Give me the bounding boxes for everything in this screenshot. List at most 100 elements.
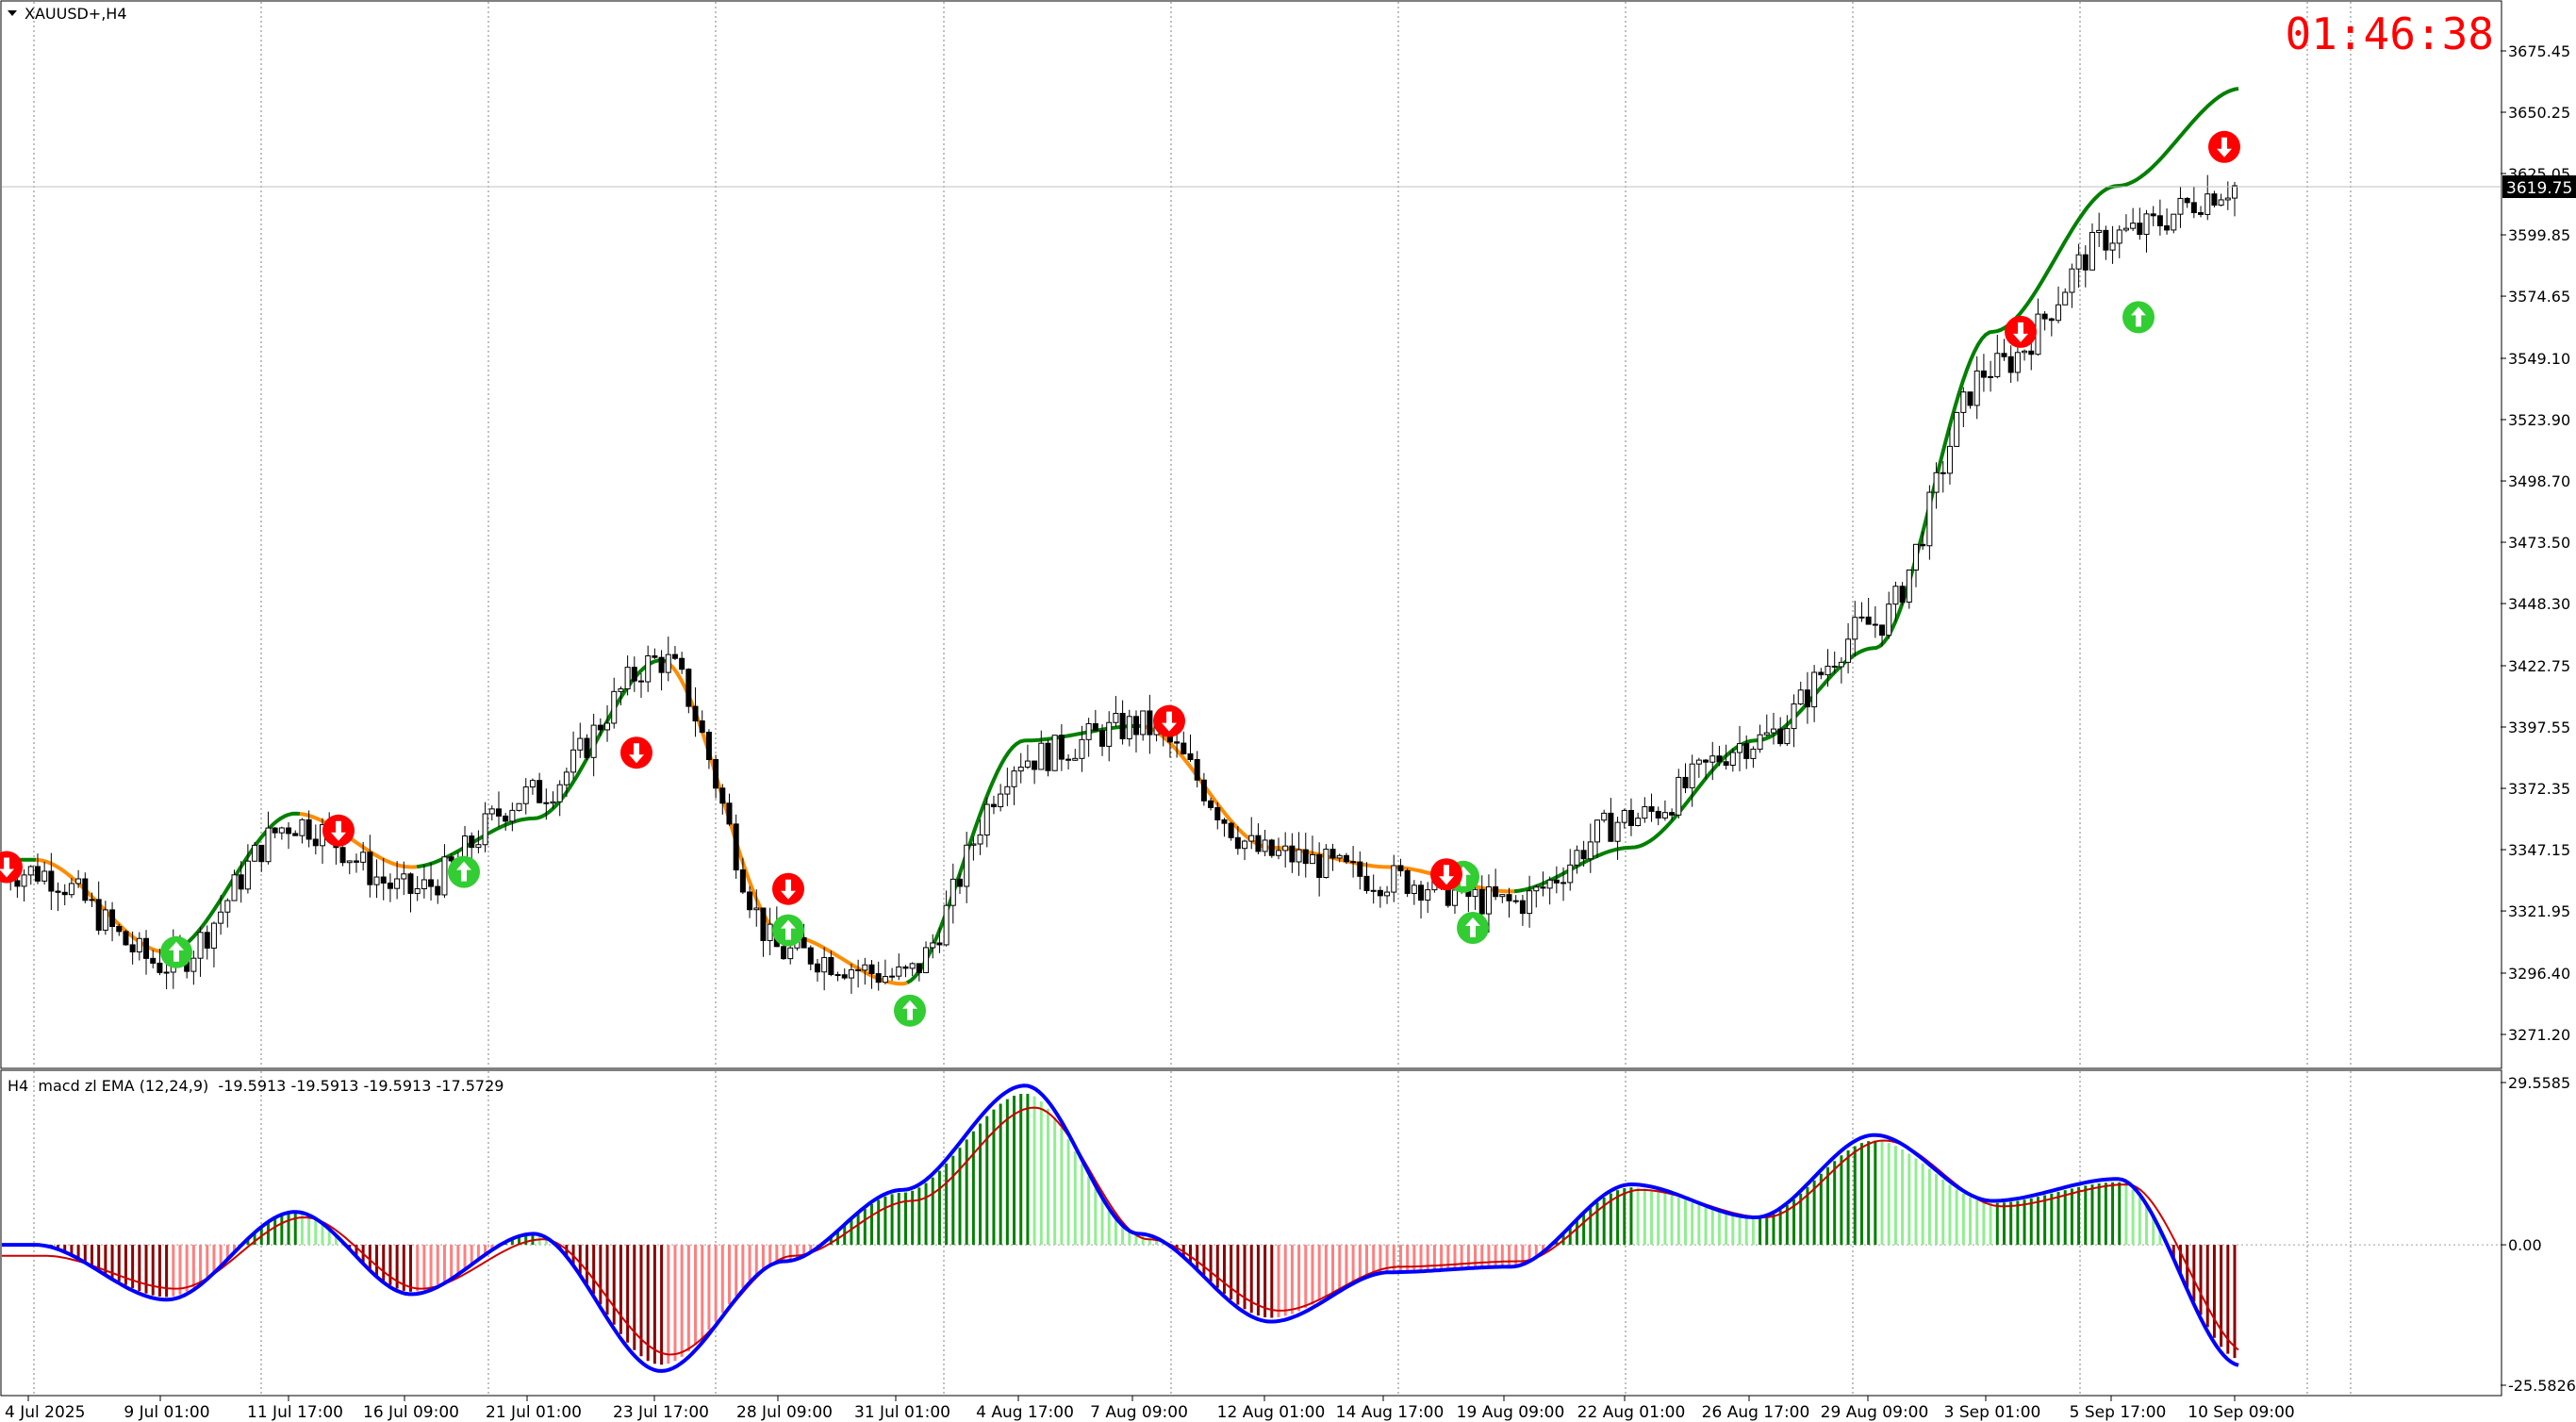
candle-body (1716, 755, 1723, 763)
candle-body (34, 866, 41, 882)
candle-body (936, 942, 943, 946)
candle-body (95, 899, 102, 931)
candle-body (909, 963, 916, 969)
candle-body (1791, 703, 1797, 730)
arrow-glyph (331, 820, 346, 841)
candle-body (2184, 197, 2190, 204)
candle-body (1032, 760, 1038, 770)
candle-body (855, 968, 862, 971)
candle-body (1004, 785, 1011, 795)
candle-body (2232, 185, 2237, 199)
time-tick-label: 28 Jul 09:00 (736, 1403, 833, 1422)
arrow-glyph (1162, 711, 1177, 732)
candle-body (1221, 818, 1228, 824)
candle-body (2218, 199, 2224, 207)
down-arrow-icon (0, 851, 23, 884)
candle-body (1852, 617, 1858, 640)
price-tick-label: 3321.95 (2508, 902, 2570, 920)
candle-body (1038, 742, 1045, 770)
candle-body (1472, 888, 1478, 898)
candle-body (190, 957, 197, 972)
candle-body (964, 844, 970, 887)
candle-body (503, 815, 509, 822)
candle-body (68, 883, 74, 896)
candle-body (1242, 840, 1248, 850)
candle-body (998, 793, 1004, 808)
candle-body (1831, 665, 1838, 668)
candle-body (1147, 710, 1153, 736)
price-tick-label: 3574.65 (2508, 288, 2570, 306)
candle-body (204, 932, 210, 949)
candle-body (1418, 885, 1425, 901)
candle-body (1838, 661, 1844, 668)
candle-body (733, 823, 739, 871)
candle-body (2028, 350, 2035, 356)
candle-body (475, 844, 482, 849)
current-price-tag (2502, 175, 2576, 198)
candle-body (522, 786, 529, 804)
candle-body (814, 963, 820, 973)
candle-body (1527, 890, 1533, 915)
price-tick-label: 3397.55 (2508, 719, 2570, 736)
candle-body (2007, 356, 2014, 373)
indicator-label: H4 macd zl EMA (12,24,9) -19.5913 -19.59… (8, 1077, 504, 1095)
candle-body (2109, 242, 2116, 251)
candle-body (1940, 471, 1946, 474)
candle-body (943, 904, 949, 946)
candle-body (252, 844, 258, 862)
macd-histogram (36, 1093, 2237, 1365)
candle-body (428, 879, 435, 887)
arrow-glyph (2131, 306, 2146, 327)
candle-body (265, 827, 272, 863)
candle-body (543, 802, 550, 804)
candle-body (82, 878, 89, 901)
candle-body (1262, 839, 1268, 852)
candle-body (1825, 665, 1831, 676)
candle-body (1777, 728, 1784, 745)
time-tick-label: 7 Aug 09:00 (1090, 1403, 1188, 1422)
candle-body (1336, 854, 1343, 859)
candle-body (1194, 759, 1200, 781)
triangle-down-icon[interactable] (8, 10, 17, 16)
candle-body (2130, 223, 2137, 229)
up-arrow-icon (1457, 911, 1489, 944)
signal-arrows (0, 130, 2240, 1027)
candle-body (1933, 471, 1940, 493)
candle-body (2177, 197, 2184, 215)
price-tick-label: 3675.45 (2508, 42, 2570, 60)
candle-body (2171, 213, 2177, 231)
candle-body (977, 834, 983, 845)
price-axis: 3675.453650.253625.053599.853574.653549.… (2501, 42, 2570, 1044)
candle-body (272, 827, 278, 834)
candle-body (231, 874, 238, 901)
candle-body (1248, 835, 1255, 842)
time-tick-label: 3 Sep 01:00 (1944, 1403, 2041, 1422)
candle-body (862, 964, 868, 971)
candle-body (1228, 822, 1234, 838)
candle-body (1187, 752, 1194, 761)
candle-body (1181, 742, 1187, 754)
candle-body (1967, 391, 1973, 406)
time-tick-label: 4 Aug 17:00 (976, 1403, 1074, 1422)
candlesticks[interactable] (1, 174, 2237, 994)
candle-body (1621, 809, 1627, 823)
candle-body (787, 947, 794, 960)
candle-body (1255, 835, 1262, 852)
arrow-glyph (0, 857, 14, 878)
candle-body (1648, 806, 1655, 812)
candle-body (618, 688, 624, 692)
candle-body (1391, 865, 1397, 893)
candle-body (529, 780, 536, 788)
candle-body (1988, 375, 1994, 378)
candle-body (1132, 716, 1139, 736)
price-tick-label: 3599.85 (2508, 226, 2570, 244)
candle-body (435, 885, 441, 896)
candle-body (1065, 758, 1072, 761)
candle-body (258, 844, 265, 863)
candle-body (509, 809, 516, 822)
candle-body (868, 964, 875, 975)
candle-body (1363, 875, 1370, 891)
candle-body (495, 808, 502, 817)
